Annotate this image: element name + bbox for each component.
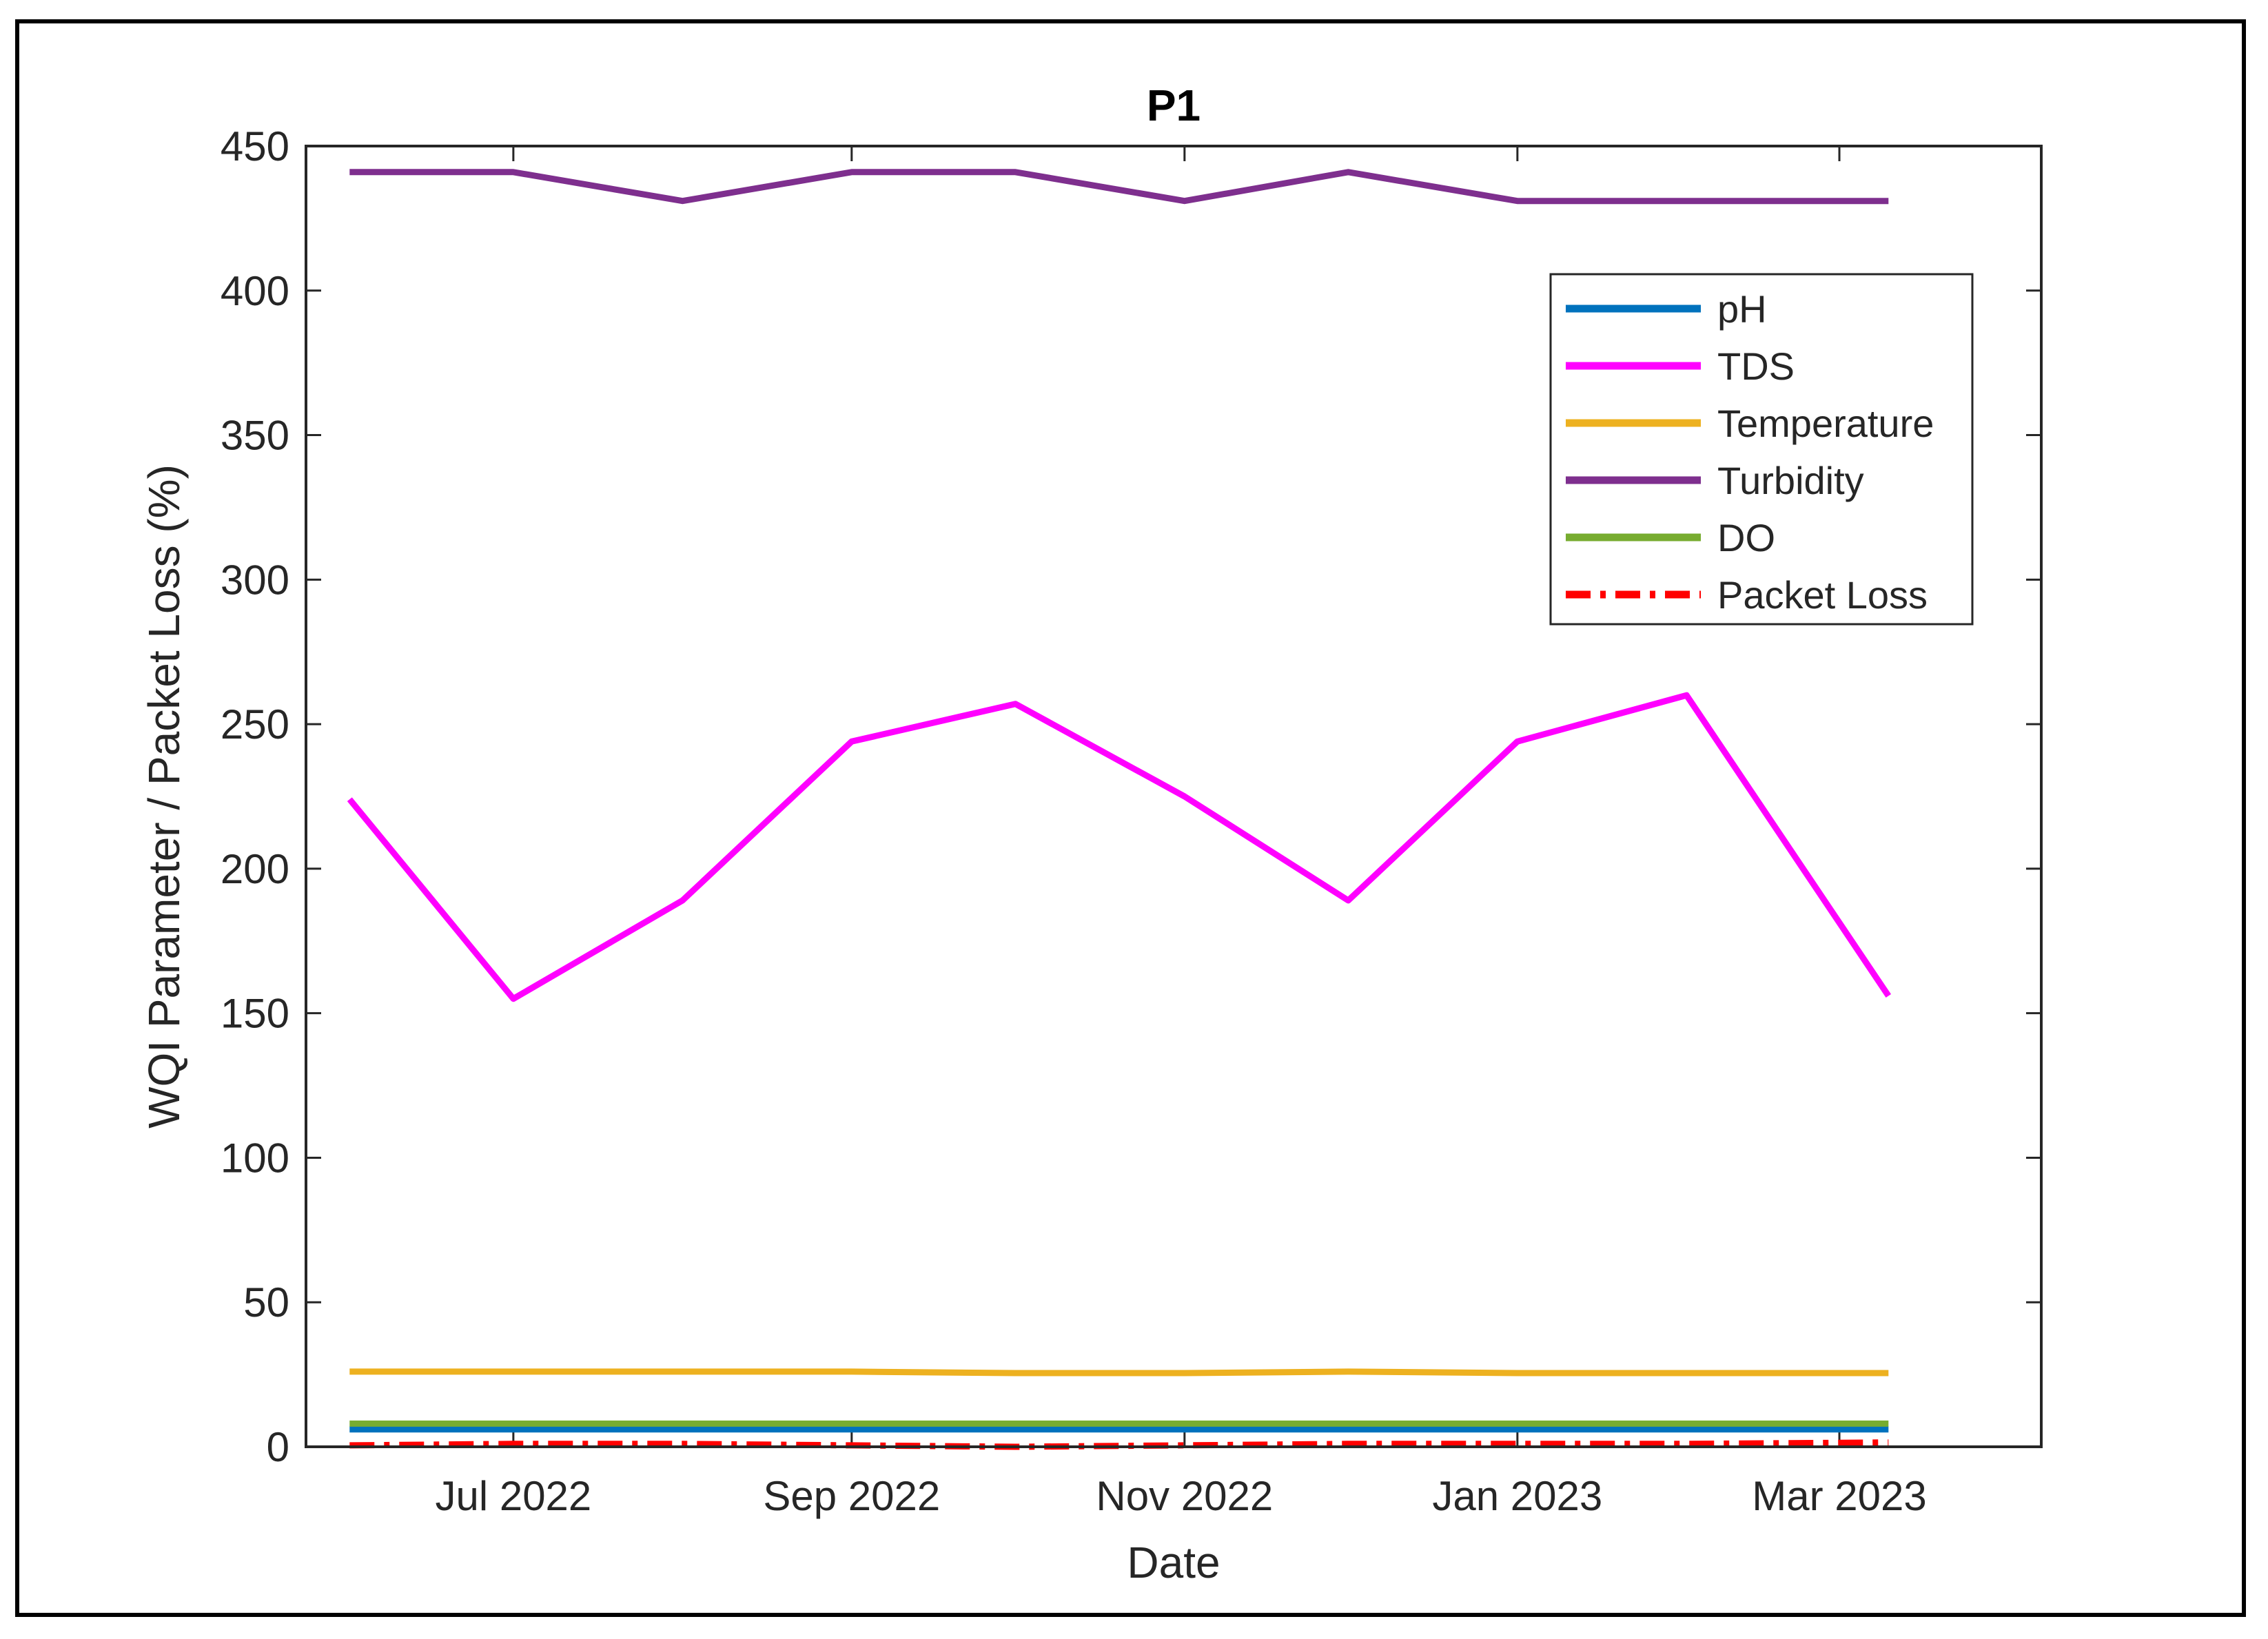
x-tick-label: Mar 2023 (1752, 1473, 1926, 1519)
chart-title: P1 (1147, 81, 1201, 130)
legend-label: pH (1717, 287, 1767, 331)
legend-label: Turbidity (1717, 459, 1864, 502)
series-line-temperature (349, 1368, 1889, 1377)
y-tick-label: 350 (221, 413, 289, 459)
y-tick-label: 250 (221, 701, 289, 748)
y-tick-label: 0 (267, 1424, 289, 1470)
x-tick-label: Nov 2022 (1096, 1473, 1273, 1519)
x-tick-label: Sep 2022 (763, 1473, 940, 1519)
y-tick-label: 150 (221, 991, 289, 1037)
series-layer (347, 169, 1892, 1450)
y-tick-label: 100 (221, 1135, 289, 1181)
series-line-turbidity (349, 169, 1889, 205)
legend-label: TDS (1717, 344, 1795, 388)
y-tick-label: 200 (221, 846, 289, 892)
y-tick-label: 450 (221, 123, 289, 169)
y-tick-label: 50 (243, 1279, 289, 1326)
legend-label: Temperature (1717, 402, 1934, 445)
legend-box (1549, 273, 1974, 626)
legend-label: Packet Loss (1717, 573, 1928, 617)
x-tick-label: Jan 2023 (1432, 1473, 1602, 1519)
y-tick-label: 300 (221, 557, 289, 603)
plot-area-border (305, 145, 2043, 1448)
x-tick-label: Jul 2022 (435, 1473, 591, 1519)
x-axis-label: Date (1127, 1538, 1220, 1587)
y-tick-label: 400 (221, 268, 289, 314)
series-line-tds (347, 692, 1892, 1002)
x-axis: Jul 2022 Sep 2022 Nov 2022 Jan 2023 Mar 2023 (435, 146, 1927, 1519)
y-axis: 0 50 100 150 200 250 300 350 400 450 (221, 123, 2041, 1470)
legend: pH TDS Temperature Turbidity DO Packet Loss (1549, 273, 1974, 626)
legend-label: DO (1717, 516, 1775, 559)
y-axis-label: WQI Parameter / Packet Loss (%) (139, 464, 189, 1128)
